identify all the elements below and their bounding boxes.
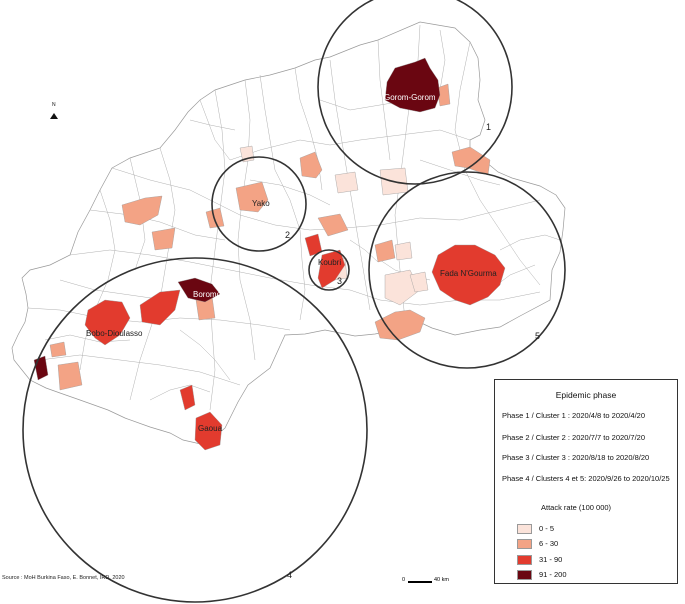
label-gorom-gorom: Gorom-Gorom	[384, 93, 436, 102]
legend-class-label: 31 - 90	[539, 555, 563, 564]
label-yako: Yako	[252, 199, 270, 208]
cluster-1-number: 1	[486, 122, 491, 132]
label-bobo-dioulasso: Bobo-Dioulasso	[86, 329, 143, 338]
districts-31-90	[84, 233, 506, 451]
district-boundaries	[27, 24, 561, 411]
legend-phase-2: Phase 2 / Cluster 2 : 2020/7/7 to 2020/7…	[502, 433, 646, 442]
legend-class-row: 31 - 90	[517, 554, 563, 565]
legend-attack-rate-title: Attack rate (100 000)	[541, 503, 612, 512]
cluster-4-number: 4	[287, 570, 292, 580]
legend-class-row: 91 - 200	[517, 569, 567, 580]
districts-6-30	[49, 83, 491, 391]
cluster-5-circle	[368, 171, 566, 369]
scale-line	[408, 581, 432, 583]
cluster-2-number: 2	[285, 230, 290, 240]
label-fada-ngourma: Fada N'Gourma	[440, 269, 497, 278]
legend-class-label: 91 - 200	[539, 570, 567, 579]
cluster-3-number: 3	[337, 276, 342, 286]
legend-class-row: 6 - 30	[517, 538, 559, 549]
legend-title: Epidemic phase	[555, 390, 617, 400]
legend: Epidemic phase Phase 1 / Cluster 1 : 202…	[494, 379, 678, 584]
legend-phase-1: Phase 1 / Cluster 1 : 2020/4/8 to 2020/4…	[502, 411, 646, 420]
cluster-1-circle	[317, 0, 513, 185]
legend-swatch	[517, 538, 532, 549]
legend-swatch	[517, 569, 532, 580]
cluster-5-number: 5	[535, 331, 540, 341]
legend-class-row: 0 - 5	[517, 523, 555, 534]
label-boromo: Boromo	[193, 290, 222, 299]
north-arrow-icon	[50, 113, 58, 119]
scale-distance-label: 40 km	[434, 577, 449, 583]
legend-swatch	[517, 523, 532, 534]
cluster-2-circle	[211, 156, 307, 252]
scale-zero-label: 0	[402, 577, 406, 583]
legend-phase-4: Phase 4 / Clusters 4 et 5: 2020/9/26 to …	[502, 474, 670, 483]
label-gaoua: Gaoua	[198, 424, 223, 433]
source-note: Source : MoH Burkina Faso, E. Bonnet, IR…	[2, 575, 125, 581]
cluster-3-circle	[308, 249, 350, 291]
scale-bar: 0 40 km	[402, 577, 462, 587]
cluster-4-circle	[22, 257, 368, 603]
label-koubri: Koubri	[318, 258, 341, 267]
legend-swatch	[517, 554, 532, 565]
legend-class-label: 6 - 30	[539, 539, 559, 548]
north-label: N	[52, 102, 56, 108]
legend-phase-3: Phase 3 / Cluster 3 : 2020/8/18 to 2020/…	[502, 453, 650, 462]
cluster-circles	[22, 0, 566, 603]
legend-class-label: 0 - 5	[539, 524, 555, 533]
